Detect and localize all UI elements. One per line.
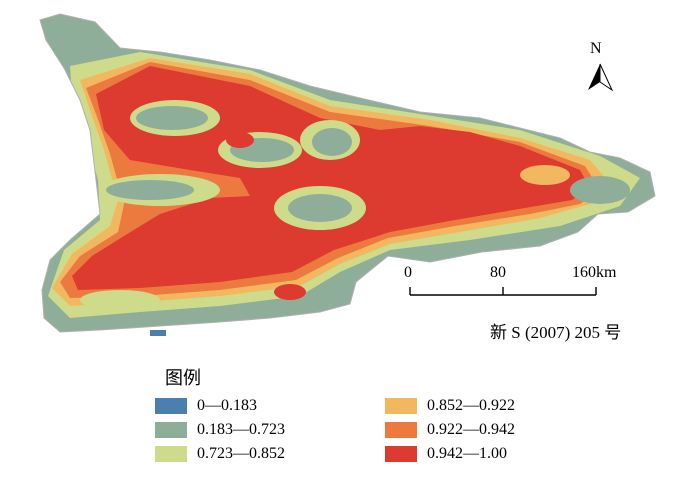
scale-label-160: 160km	[572, 264, 617, 281]
legend-label: 0.723—0.852	[197, 445, 285, 462]
scale-label-80: 80	[490, 264, 506, 281]
legend-swatch	[155, 398, 187, 414]
legend-label: 0—0.183	[197, 397, 257, 414]
legend-label: 0.852—0.922	[427, 397, 515, 414]
legend-swatch	[385, 398, 417, 414]
map-region-outline	[39, 13, 656, 333]
legend-label: 0.922—0.942	[427, 421, 515, 438]
north-arrow-label: N	[590, 40, 602, 57]
map-approval-number: 新 S (2007) 205 号	[490, 323, 622, 342]
scale-label-0: 0	[404, 264, 412, 281]
legend-item: 0.922—0.942	[385, 420, 515, 440]
legend-swatch	[385, 422, 417, 438]
legend-label: 0.183—0.723	[197, 421, 285, 438]
legend-swatch	[155, 446, 187, 462]
legend-item: 0—0.183	[155, 396, 257, 416]
legend-swatch	[155, 422, 187, 438]
legend-label: 0.942—1.00	[427, 445, 507, 462]
legend-item: 0.723—0.852	[155, 444, 285, 464]
legend-item: 0.183—0.723	[155, 420, 285, 440]
legend-title: 图例	[165, 368, 201, 389]
legend-swatch	[385, 446, 417, 462]
blue-patch	[150, 330, 166, 336]
legend-item: 0.852—0.922	[385, 396, 515, 416]
legend-item: 0.942—1.00	[385, 444, 507, 464]
scale-bar	[409, 287, 597, 296]
north-arrow-icon	[588, 63, 614, 92]
